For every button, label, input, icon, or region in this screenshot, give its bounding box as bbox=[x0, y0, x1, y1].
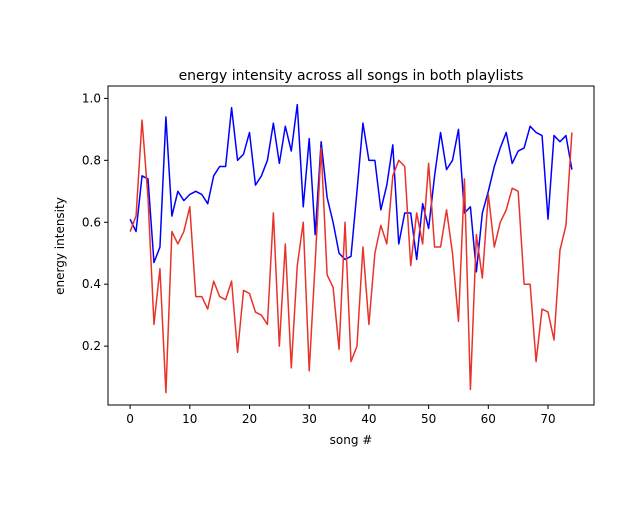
series-layer bbox=[129, 103, 573, 394]
y-axis-ticks: 0.2 0.4 0.6 0.8 1.0 bbox=[82, 91, 108, 353]
x-axis-label: song # bbox=[330, 433, 373, 447]
x-tick-label: 40 bbox=[361, 412, 376, 426]
y-tick-label: 0.6 bbox=[82, 215, 101, 229]
y-axis-label: energy intensity bbox=[53, 197, 67, 295]
plot-frame bbox=[107, 85, 595, 406]
chart-title: energy intensity across all songs in bot… bbox=[179, 68, 524, 84]
x-tick-label: 60 bbox=[481, 412, 496, 426]
series-line-0 bbox=[129, 103, 573, 273]
x-tick-label: 30 bbox=[302, 412, 317, 426]
series-line-1 bbox=[129, 119, 573, 394]
y-tick-label: 1.0 bbox=[82, 91, 101, 105]
x-tick-label: 70 bbox=[540, 412, 555, 426]
y-tick-label: 0.2 bbox=[82, 339, 101, 353]
x-axis-ticks: 0 10 20 30 40 50 60 70 bbox=[126, 405, 556, 426]
x-tick-label: 50 bbox=[421, 412, 436, 426]
y-tick-label: 0.8 bbox=[82, 153, 101, 167]
x-tick-label: 10 bbox=[182, 412, 197, 426]
x-tick-label: 0 bbox=[126, 412, 134, 426]
x-tick-label: 20 bbox=[242, 412, 257, 426]
y-tick-label: 0.4 bbox=[82, 277, 101, 291]
